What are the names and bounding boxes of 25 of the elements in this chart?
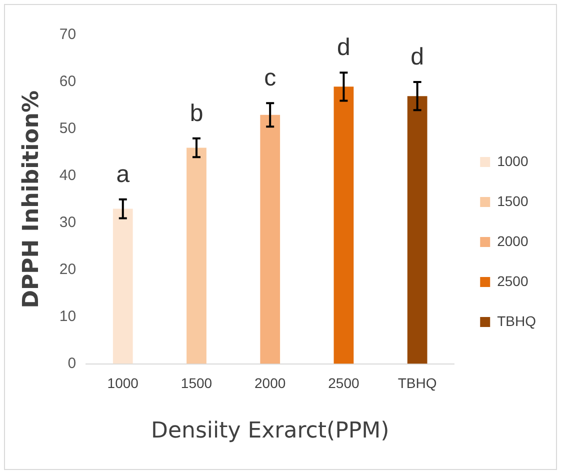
annotation: d [337,34,350,62]
y-tick-label: 60 [59,73,76,90]
x-tick-label: 2500 [328,375,360,392]
annotation: b [190,100,204,127]
y-tick-label: 30 [59,214,76,232]
legend-label: 2500 [497,272,528,289]
y-tick-label: 40 [59,167,76,184]
legend-label: 1500 [497,192,528,209]
annotation: d [410,44,424,71]
y-tick-label: 20 [59,261,76,278]
y-tick-label: 70 [59,26,76,44]
x-tick-label: 1500 [180,375,212,392]
legend-label: TBHQ [497,312,536,329]
x-tick-label: TBHQ [398,375,437,392]
annotation: a [116,161,130,188]
annotation: c [264,64,276,92]
x-tick-label: 1000 [107,375,139,392]
y-tick-label: 10 [59,308,76,325]
y-axis-title: DPPH Inhibition% [18,90,44,308]
legend-label: 1000 [497,152,528,169]
x-axis-title: Densiity Exrarct(PPM) [151,418,390,444]
y-tick-label: 0 [68,354,76,372]
x-tick-label: 2000 [254,375,286,392]
legend-label: 2000 [497,232,528,249]
y-tick-label: 50 [59,120,76,138]
